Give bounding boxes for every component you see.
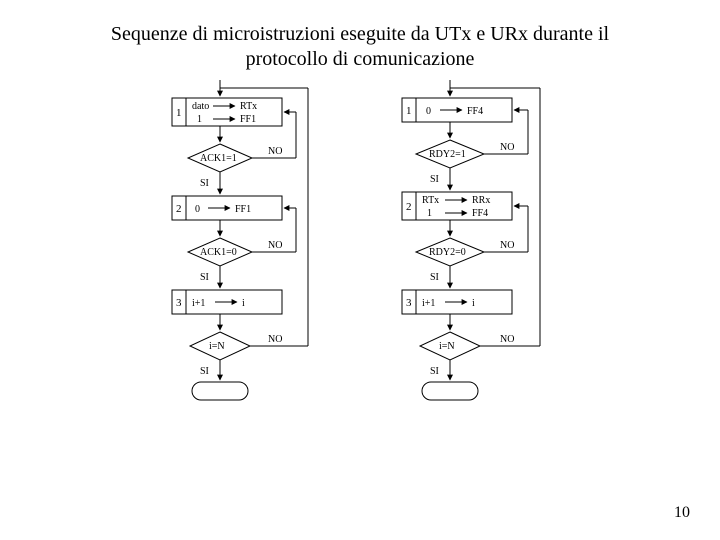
right-diamond1: RDY2=1	[416, 140, 484, 168]
right-step2-c: RRx	[472, 195, 490, 206]
right-step3-a: i+1	[422, 298, 435, 309]
right-step2-a: RTx	[422, 195, 439, 206]
right-step1: 1 0 FF4	[402, 98, 512, 122]
left-diamond3: i=N	[190, 332, 250, 360]
right-step2: 2 RTx 1 RRx FF4	[402, 192, 512, 220]
title: Sequenze di microistruzioni eseguite da …	[0, 0, 720, 72]
right-d1-label: RDY2=1	[429, 149, 466, 160]
left-d1-label: ACK1=1	[200, 153, 237, 164]
left-step1: 1 dato 1 RTx FF1	[172, 98, 282, 126]
right-step1-num: 1	[406, 105, 412, 117]
left-d2-label: ACK1=0	[200, 247, 237, 258]
left-no1: NO	[268, 146, 282, 157]
left-d3-label: i=N	[209, 341, 225, 352]
left-si3: SI	[200, 366, 209, 377]
left-si2: SI	[200, 272, 209, 283]
left-step3-num: 3	[176, 297, 182, 309]
right-si2: SI	[430, 272, 439, 283]
right-d2-label: RDY2=0	[429, 247, 466, 258]
left-diamond2: ACK1=0	[188, 238, 252, 266]
right-si3: SI	[430, 366, 439, 377]
left-step3-b: i	[242, 298, 245, 309]
page-number: 10	[674, 504, 690, 522]
left-step3: 3 i+1 i	[172, 290, 282, 314]
left-step2-num: 2	[176, 203, 182, 215]
left-step1-a: dato	[192, 101, 209, 112]
left-no2: NO	[268, 240, 282, 251]
left-diamond1: ACK1=1	[188, 144, 252, 172]
right-step2-b: 1	[427, 208, 432, 219]
left-flow: 1 dato 1 RTx FF1 ACK1=1 NO SI 2 0	[172, 80, 308, 400]
left-step1-c: RTx	[240, 101, 257, 112]
right-step1-a: 0	[426, 106, 431, 117]
right-terminator	[422, 382, 478, 400]
right-step2-d: FF4	[472, 208, 488, 219]
right-d3-label: i=N	[439, 341, 455, 352]
title-line-1: Sequenze di microistruzioni eseguite da …	[111, 23, 609, 45]
right-flow: 1 0 FF4 RDY2=1 NO SI 2 RTx 1 RRx FF4	[402, 80, 540, 400]
right-step3-b: i	[472, 298, 475, 309]
left-step1-num: 1	[176, 107, 182, 119]
left-step1-d: FF1	[240, 114, 256, 125]
right-no3: NO	[500, 334, 514, 345]
left-terminator	[192, 382, 248, 400]
right-no2: NO	[500, 240, 514, 251]
right-diamond3: i=N	[420, 332, 480, 360]
left-step2-b: FF1	[235, 204, 251, 215]
right-no1: NO	[500, 142, 514, 153]
right-diamond2: RDY2=0	[416, 238, 484, 266]
left-step1-b: 1	[197, 114, 202, 125]
right-step2-num: 2	[406, 201, 412, 213]
left-step2: 2 0 FF1	[172, 196, 282, 220]
left-step2-a: 0	[195, 204, 200, 215]
right-step3: 3 i+1 i	[402, 290, 512, 314]
left-step3-a: i+1	[192, 298, 205, 309]
title-line-2: protocollo di comunicazione	[246, 48, 475, 70]
right-step3-num: 3	[406, 297, 412, 309]
left-no3: NO	[268, 334, 282, 345]
left-si1: SI	[200, 178, 209, 189]
right-step1-b: FF4	[467, 106, 483, 117]
flowchart: 1 dato 1 RTx FF1 ACK1=1 NO SI 2 0	[100, 78, 620, 498]
right-si1: SI	[430, 174, 439, 185]
